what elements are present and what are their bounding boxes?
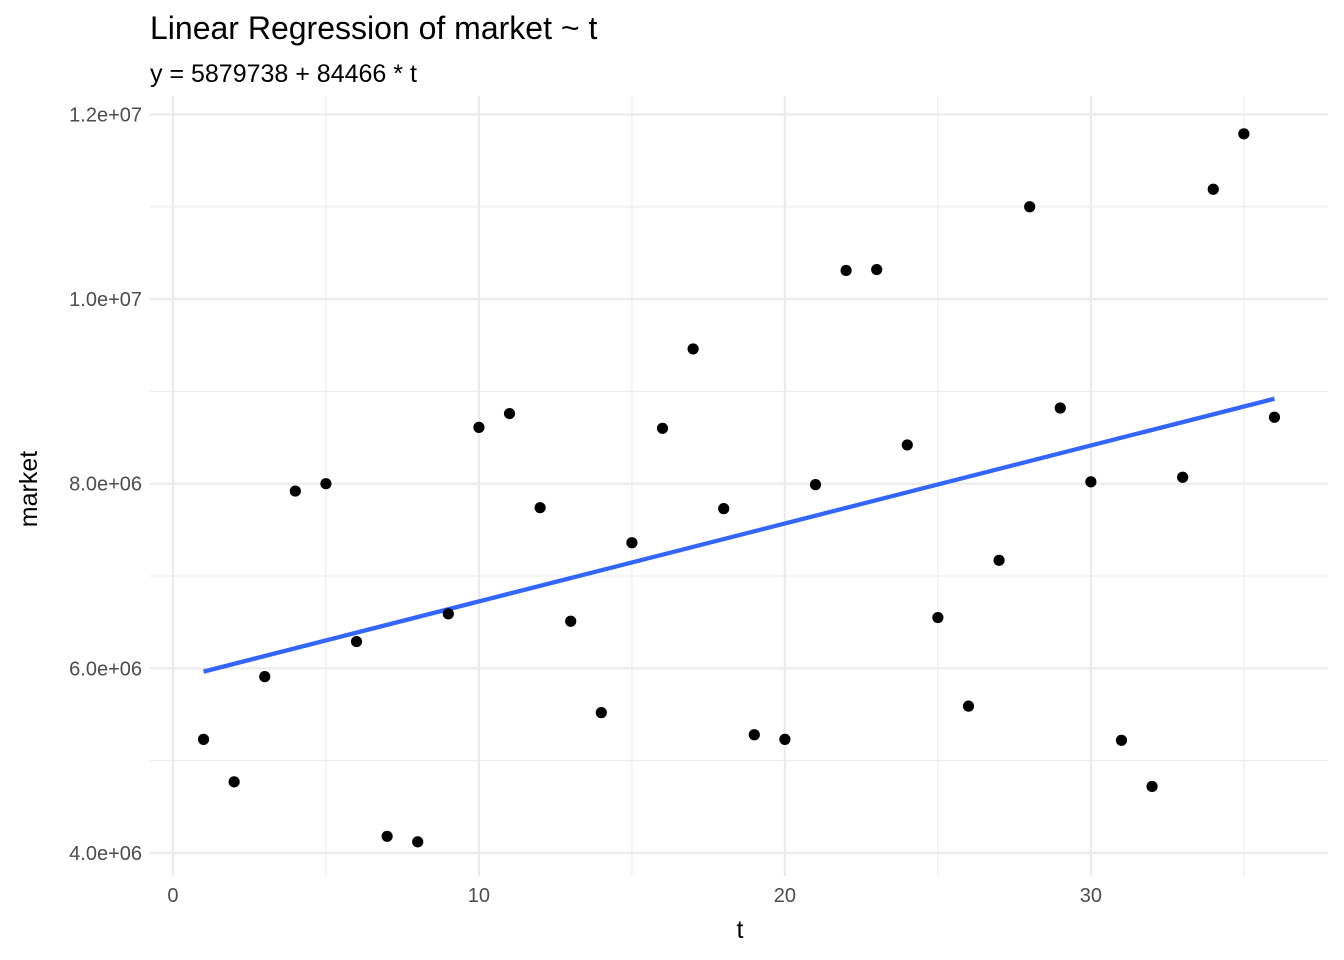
data-point bbox=[381, 830, 393, 842]
data-point bbox=[289, 485, 301, 497]
data-point bbox=[871, 263, 883, 276]
x-axis-ticks: 0 10 20 30 bbox=[167, 885, 1102, 907]
x-tick-label: 30 bbox=[1080, 885, 1102, 907]
x-tick-label: 20 bbox=[774, 885, 796, 907]
x-axis-title: t bbox=[737, 916, 744, 944]
y-tick-label: 8.0e+06 bbox=[69, 474, 142, 496]
y-axis-title: market bbox=[15, 451, 43, 527]
data-point bbox=[748, 729, 760, 741]
x-tick-label: 10 bbox=[468, 885, 490, 907]
data-point bbox=[962, 700, 975, 712]
data-point bbox=[809, 479, 822, 491]
y-tick-label: 1.0e+07 bbox=[69, 289, 142, 311]
points-layer bbox=[197, 128, 1281, 848]
data-point bbox=[197, 733, 210, 745]
x-tick-label: 0 bbox=[167, 885, 178, 907]
data-point bbox=[1146, 780, 1158, 793]
data-point bbox=[1054, 402, 1066, 414]
data-point bbox=[1207, 183, 1219, 195]
data-point bbox=[565, 615, 577, 627]
data-point bbox=[473, 421, 485, 433]
data-point bbox=[1115, 734, 1128, 746]
chart-subtitle: y = 5879738 + 84466 * t bbox=[150, 60, 417, 88]
data-point bbox=[1024, 201, 1036, 213]
data-point bbox=[259, 671, 271, 683]
data-point bbox=[350, 635, 363, 648]
data-point bbox=[320, 478, 332, 490]
y-tick-label: 6.0e+06 bbox=[69, 658, 142, 680]
data-point bbox=[503, 407, 516, 420]
data-point bbox=[1085, 476, 1097, 488]
data-point bbox=[442, 608, 454, 620]
data-point bbox=[779, 733, 791, 745]
regression-line bbox=[203, 396, 1275, 674]
data-point bbox=[932, 611, 944, 624]
data-point bbox=[901, 439, 913, 451]
data-point bbox=[1268, 411, 1281, 423]
data-point bbox=[993, 554, 1005, 566]
data-point bbox=[687, 343, 699, 355]
y-tick-label: 1.2e+07 bbox=[69, 104, 142, 126]
data-point bbox=[595, 707, 607, 719]
data-point bbox=[626, 537, 638, 549]
data-point bbox=[656, 422, 669, 434]
data-point bbox=[228, 776, 240, 788]
y-tick-label: 4.0e+06 bbox=[69, 843, 142, 865]
data-point bbox=[1177, 471, 1189, 483]
y-axis-ticks: 4.0e+06 6.0e+06 8.0e+06 1.0e+07 1.2e+07 bbox=[69, 104, 142, 864]
data-point bbox=[840, 264, 852, 277]
regression-layer bbox=[203, 396, 1275, 674]
data-point bbox=[1238, 128, 1250, 140]
data-point bbox=[718, 503, 730, 515]
data-point bbox=[534, 502, 546, 514]
chart-title: Linear Regression of market ~ t bbox=[150, 10, 598, 46]
data-point bbox=[412, 836, 424, 848]
